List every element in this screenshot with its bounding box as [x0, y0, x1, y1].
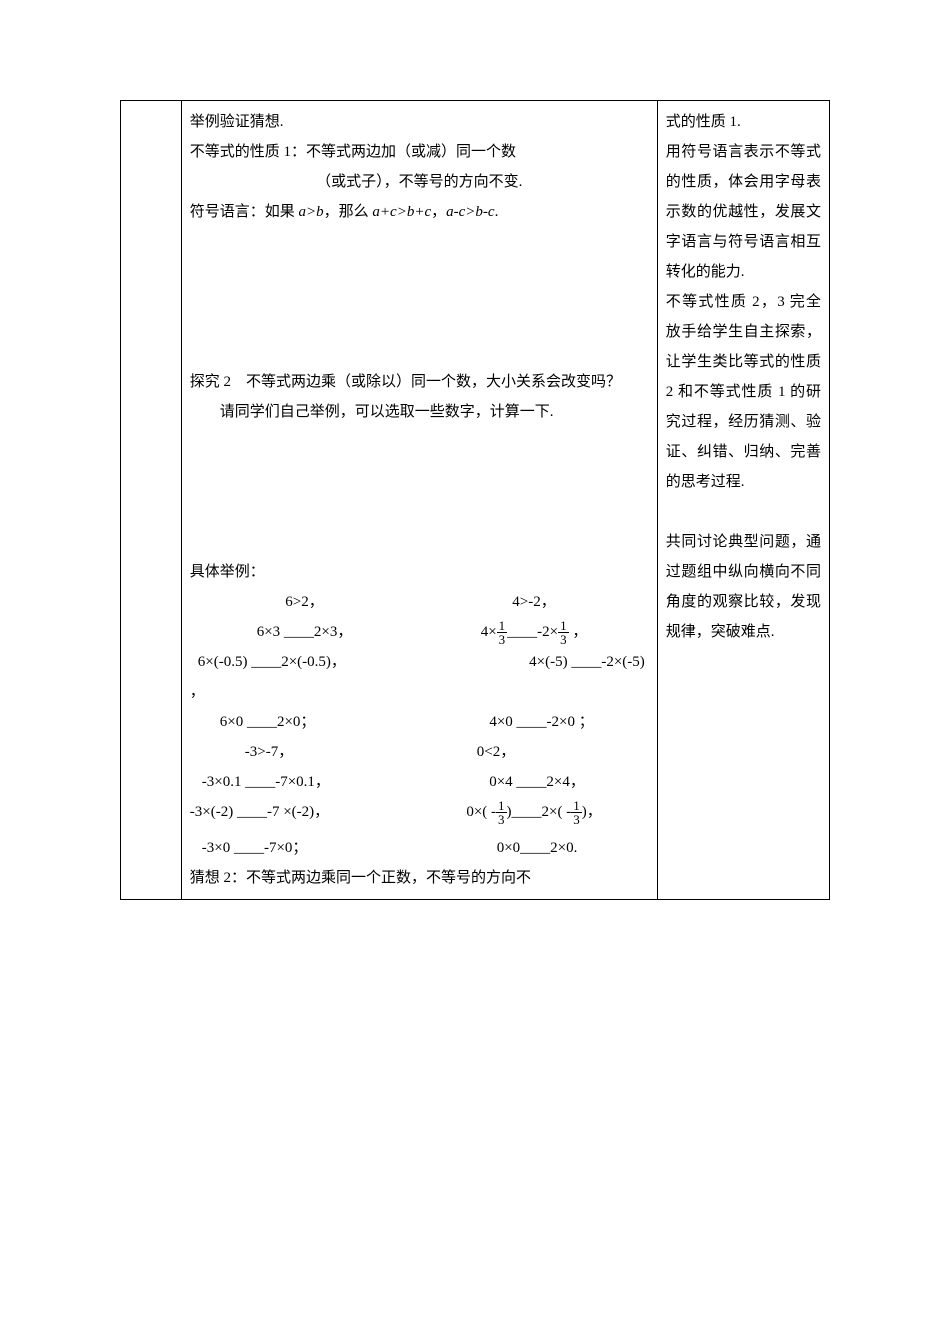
denominator: 3: [558, 633, 569, 646]
text: )____2×(: [507, 804, 567, 820]
cell-right: 式的性质 1. 用符号语言表示不等式的性质，体会用字母表示数的优越性，发展文字语…: [657, 101, 829, 900]
example-row: 6>2， 4>-2，: [190, 587, 649, 617]
text: 0×(: [466, 804, 491, 820]
ex-left: 6×3 ____2×3，: [190, 617, 420, 647]
example-row: 6×(-0.5) ____2×(-0.5)， 4×(-5) ____-2×(-5…: [190, 647, 649, 677]
numerator: 1: [571, 799, 582, 813]
math: a+c>b+c: [372, 204, 431, 220]
examples-label: 具体举例：: [190, 557, 649, 587]
para-indent: 请同学们自己举例，可以选取一些数字，计算一下.: [190, 397, 649, 427]
table-row: 举例验证猜想. 不等式的性质 1：不等式两边加（或减）同一个数 （或式子），不等…: [121, 101, 830, 900]
text: )，: [582, 804, 602, 820]
denominator: 3: [497, 633, 508, 646]
ex-right: 4×13____-2×13 ，: [419, 617, 649, 647]
text: ，: [190, 677, 649, 707]
para: 共同讨论典型问题，通过题组中纵向横向不同角度的观察比较，发现规律，突破难点.: [666, 527, 821, 647]
fraction: 13: [571, 799, 582, 826]
text: ，: [431, 204, 446, 220]
text: .: [495, 204, 499, 220]
text: 符号语言：如果: [190, 204, 299, 220]
ex-left: -3×0.1 ____-7×0.1，: [190, 767, 426, 797]
fraction: 13: [496, 799, 507, 826]
spacer: [190, 427, 649, 557]
text: ____-2×: [507, 624, 558, 640]
example-row: 6×0 ____2×0； 4×0 ____-2×0 ；: [190, 707, 649, 737]
para: 不等式性质 2，3 完全放手给学生自主探索，让学生类比等式的性质 2 和不等式性…: [666, 287, 821, 497]
ex-left: -3>-7，: [190, 737, 417, 767]
example-row: -3>-7， 0<2，: [190, 737, 649, 767]
ex-left: 6×0 ____2×0；: [190, 707, 435, 737]
fraction: 13: [558, 619, 569, 646]
numerator: 1: [558, 619, 569, 633]
para: 举例验证猜想.: [190, 107, 649, 137]
ex-right: 4×0 ____-2×0 ；: [434, 707, 649, 737]
example-row: -3×0.1 ____-7×0.1， 0×4 ____2×4，: [190, 767, 649, 797]
ex-right: 4>-2，: [419, 587, 649, 617]
lesson-table: 举例验证猜想. 不等式的性质 1：不等式两边加（或减）同一个数 （或式子），不等…: [120, 100, 830, 900]
ex-right: 0×( -13)____2×( -13)，: [419, 797, 649, 827]
numerator: 1: [497, 619, 508, 633]
para: 不等式的性质 1：不等式两边加（或减）同一个数: [190, 137, 649, 167]
numerator: 1: [496, 799, 507, 813]
cell-left: [121, 101, 182, 900]
denominator: 3: [571, 813, 582, 826]
text: ，: [569, 624, 588, 640]
example-row: 6×3 ____2×3， 4×13____-2×13 ，: [190, 617, 649, 647]
math: a>b: [299, 204, 324, 220]
ex-right: 0×4 ____2×4，: [425, 767, 649, 797]
guess-2: 猜想 2：不等式两边乘同一个正数，不等号的方向不: [190, 863, 649, 893]
cell-middle: 举例验证猜想. 不等式的性质 1：不等式两边加（或减）同一个数 （或式子），不等…: [181, 101, 657, 900]
math: a-c>b-c: [446, 204, 494, 220]
ex-left: -3×0 ____-7×0；: [190, 833, 426, 863]
spacer: [190, 227, 649, 367]
para-center: （或式子），不等号的方向不变.: [190, 167, 649, 197]
para-symbol: 符号语言：如果 a>b，那么 a+c>b+c，a-c>b-c.: [190, 197, 649, 227]
fraction: 13: [497, 619, 508, 646]
text: 4×: [481, 624, 497, 640]
para: 式的性质 1.: [666, 107, 821, 137]
example-row: -3×0 ____-7×0； 0×0____2×0.: [190, 833, 649, 863]
page: 举例验证猜想. 不等式的性质 1：不等式两边加（或减）同一个数 （或式子），不等…: [0, 0, 950, 1344]
ex-right: 0<2，: [417, 737, 649, 767]
spacer: [666, 497, 821, 527]
ex-left: 6>2，: [190, 587, 420, 617]
ex-left: 6×(-0.5) ____2×(-0.5)，: [190, 647, 422, 677]
text: ，那么: [324, 204, 373, 220]
ex-right: 4×(-5) ____-2×(-5): [421, 647, 649, 677]
ex-left: -3×(-2) ____-7 ×(-2)，: [190, 797, 420, 827]
para: 用符号语言表示不等式的性质，体会用字母表示数的优越性，发展文字语言与符号语言相互…: [666, 137, 821, 287]
example-row: -3×(-2) ____-7 ×(-2)， 0×( -13)____2×( -1…: [190, 797, 649, 827]
para: 探究 2 不等式两边乘（或除以）同一个数，大小关系会改变吗？: [190, 367, 649, 397]
denominator: 3: [496, 813, 507, 826]
ex-right: 0×0____2×0.: [425, 833, 649, 863]
